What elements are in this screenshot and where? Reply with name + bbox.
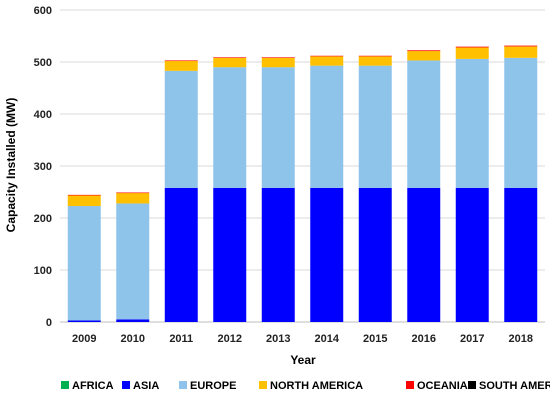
legend-label-europe: EUROPE bbox=[190, 380, 236, 392]
bar-oceania-2014 bbox=[310, 55, 344, 57]
x-tick-label: 2014 bbox=[315, 333, 340, 345]
bar-asia-2012 bbox=[213, 187, 247, 322]
legend-swatch-asia bbox=[122, 381, 130, 389]
legend: AFRICA ASIA EUROPE NORTH AMERICA OCEANIA SOUT… bbox=[61, 380, 550, 392]
x-tick-label: 2009 bbox=[72, 333, 96, 345]
y-tick-label: 200 bbox=[34, 213, 52, 225]
bar-oceania-2012 bbox=[213, 57, 247, 58]
legend-swatch-north-america bbox=[259, 381, 267, 389]
bar-europe-2012 bbox=[213, 67, 247, 188]
x-tick-labels: 2009 2010 2011 2012 2013 2014 2015 2016 2017 2018 bbox=[72, 333, 533, 345]
legend-label-north-america: NORTH AMERICA bbox=[270, 380, 363, 392]
bar-europe-2009 bbox=[67, 206, 101, 321]
bar-asia-2014 bbox=[310, 187, 344, 322]
y-axis-title: Capacity Installed (MW) bbox=[4, 98, 18, 233]
bar-oceania-2018 bbox=[504, 45, 538, 47]
bar-north-america-2009 bbox=[67, 195, 101, 207]
bar-europe-2011 bbox=[164, 70, 198, 188]
bar-north-america-2010 bbox=[116, 193, 150, 204]
bar-europe-2015 bbox=[358, 65, 392, 188]
bar-oceania-2015 bbox=[358, 55, 392, 57]
bars bbox=[67, 45, 538, 322]
y-tick-label: 100 bbox=[34, 265, 52, 277]
bar-europe-2010 bbox=[116, 203, 150, 320]
bar-asia-2009 bbox=[67, 320, 101, 322]
bar-asia-2013 bbox=[261, 187, 295, 322]
bar-oceania-2013 bbox=[261, 57, 295, 58]
legend-label-oceania: OCEANIA bbox=[417, 380, 468, 392]
legend-swatch-africa bbox=[61, 381, 69, 389]
bar-oceania-2009 bbox=[67, 194, 101, 196]
y-tick-label: 600 bbox=[34, 5, 52, 17]
bar-europe-2016 bbox=[407, 60, 441, 188]
bar-oceania-2017 bbox=[455, 46, 489, 48]
bar-north-america-2015 bbox=[358, 56, 392, 66]
bar-europe-2017 bbox=[455, 58, 489, 188]
x-axis-title: Year bbox=[290, 353, 316, 367]
x-tick-label: 2011 bbox=[169, 333, 193, 345]
y-tick-label: 400 bbox=[34, 109, 52, 121]
bar-asia-2010 bbox=[116, 319, 150, 322]
x-tick-label: 2018 bbox=[509, 333, 533, 345]
bar-north-america-2014 bbox=[310, 56, 344, 66]
legend-swatch-oceania bbox=[406, 381, 414, 389]
bar-oceania-2010 bbox=[116, 192, 150, 194]
bar-asia-2015 bbox=[358, 187, 392, 322]
bar-north-america-2013 bbox=[261, 57, 295, 68]
x-tick-label: 2010 bbox=[121, 333, 145, 345]
bar-europe-2018 bbox=[504, 57, 538, 188]
legend-label-south-america: SOUTH AMERICA bbox=[479, 380, 550, 392]
y-tick-label: 500 bbox=[34, 57, 52, 69]
legend-swatch-europe bbox=[179, 381, 187, 389]
bar-north-america-2016 bbox=[407, 51, 441, 61]
y-tick-label: 0 bbox=[46, 317, 52, 329]
bar-asia-2017 bbox=[455, 187, 489, 322]
bar-europe-2014 bbox=[310, 65, 344, 188]
bar-north-america-2012 bbox=[213, 57, 247, 68]
bar-north-america-2018 bbox=[504, 46, 538, 58]
bar-asia-2011 bbox=[164, 187, 198, 322]
bar-europe-2013 bbox=[261, 67, 295, 188]
bar-north-america-2011 bbox=[164, 60, 198, 71]
bar-oceania-2011 bbox=[164, 60, 198, 62]
bar-north-america-2017 bbox=[455, 47, 489, 59]
y-tick-labels: 0 100 200 300 400 500 600 bbox=[34, 5, 52, 329]
bar-asia-2016 bbox=[407, 187, 441, 322]
y-tick-label: 300 bbox=[34, 161, 52, 173]
x-tick-label: 2017 bbox=[460, 333, 484, 345]
x-tick-label: 2016 bbox=[412, 333, 436, 345]
legend-swatch-south-america bbox=[468, 381, 476, 389]
bar-asia-2018 bbox=[504, 187, 538, 322]
x-tick-label: 2012 bbox=[218, 333, 242, 345]
x-tick-label: 2015 bbox=[363, 333, 387, 345]
legend-label-africa: AFRICA bbox=[72, 380, 114, 392]
bar-oceania-2016 bbox=[407, 50, 441, 52]
legend-label-asia: ASIA bbox=[133, 380, 159, 392]
x-tick-label: 2013 bbox=[266, 333, 290, 345]
